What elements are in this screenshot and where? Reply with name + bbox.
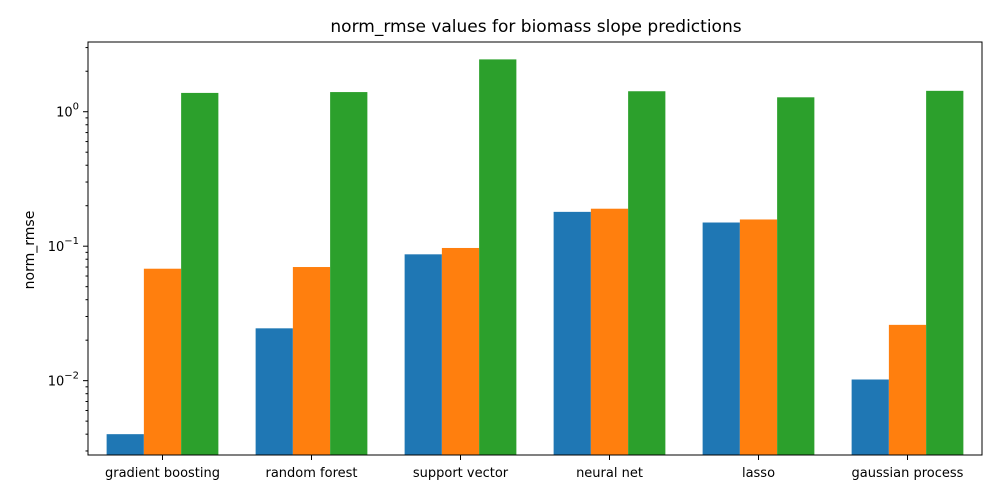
x-tick-label: lasso xyxy=(742,466,775,481)
x-ticks: gradient boosting random forest support ve… xyxy=(105,455,964,481)
x-tick-label: gaussian process xyxy=(852,466,964,481)
bar xyxy=(404,254,442,455)
bar xyxy=(702,222,740,455)
bar xyxy=(590,208,629,455)
y-tick-label: 10−1 xyxy=(48,236,79,255)
bar xyxy=(628,91,666,456)
y-ticks: 10−2 10−1 100 xyxy=(48,47,88,452)
bar xyxy=(255,328,293,455)
bar xyxy=(777,97,815,455)
bar xyxy=(851,379,889,455)
y-tick-label: 10−2 xyxy=(48,371,79,390)
plot-frame xyxy=(87,41,983,456)
x-tick-label: support vector xyxy=(413,466,509,481)
bar xyxy=(888,324,927,455)
bar xyxy=(106,434,144,455)
bar xyxy=(330,92,368,455)
bar xyxy=(479,59,517,455)
x-tick-label: gradient boosting xyxy=(105,466,220,481)
bars xyxy=(106,59,964,456)
bar xyxy=(739,219,778,455)
bar xyxy=(441,247,480,455)
x-tick-label: random forest xyxy=(265,466,357,481)
y-tick-label: 100 xyxy=(56,102,79,121)
bar xyxy=(553,211,591,455)
y-axis-label: norm_rmse xyxy=(22,211,38,290)
bar xyxy=(926,90,964,456)
x-tick-label: neural net xyxy=(576,466,643,481)
bar xyxy=(292,267,331,455)
bar xyxy=(143,268,182,455)
chart-title: norm_rmse values for biomass slope predi… xyxy=(330,17,741,37)
bar xyxy=(181,92,219,456)
